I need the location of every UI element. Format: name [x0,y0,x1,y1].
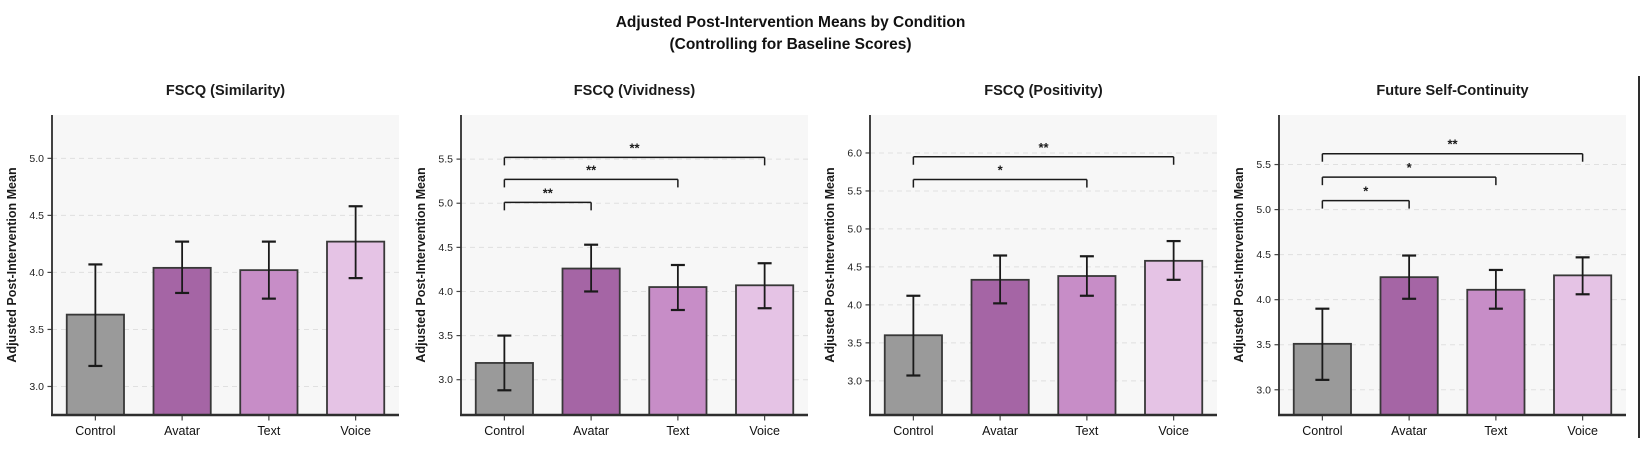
error-bar-voice [1166,239,1181,281]
chart-future-self-continuity: 3.03.54.04.55.05.5****Control Avatar Text V… [1232,83,1626,438]
x-category-label-control: Control [1302,424,1342,438]
y-tick-label: 5.5 [438,154,453,166]
x-category-label-avatar: Avatar [164,424,200,438]
y-tick-label: 3.0 [847,375,862,387]
subplot-fscq-vividness: 3.0 3.5 4.0 4.5 5.0 5.5 ** ** ** Control Avatar Tex… [411,68,820,476]
sig-label: ** [1038,140,1049,155]
subplot-fscq-similarity: 3.0 3.5 4.0 4.5 5.0 Control Avatar Text Voice FSC… [2,68,411,476]
error-bar-voice [1575,256,1590,296]
y-axis-label: Adjusted Post-Intervention Mean [414,167,428,362]
y-tick-label: 5.0 [29,153,44,165]
y-tick-label: 3.0 [438,374,453,386]
chart-fscq-similarity: 3.0 3.5 4.0 4.5 5.0 Control Avatar Text Voice FSC… [5,83,399,438]
bar-voice [1553,274,1613,416]
sig-bracket-control-voice: ** [503,140,766,166]
y-tick-label: 4.5 [1256,249,1271,261]
x-category-label-voice: Voice [340,424,371,438]
error-bar-text [261,240,276,300]
y-tick-label: 4.5 [847,261,862,273]
error-bar-control [88,263,103,368]
subplot-title: FSCQ (Positivity) [984,83,1103,99]
y-tick-label: 3.5 [438,330,453,342]
sig-label: ** [629,140,640,155]
y-tick-label: 6.0 [847,147,862,159]
error-bar-text [670,263,685,312]
y-axis-label: Adjusted Post-Intervention Mean [823,167,837,362]
y-tick-label: 4.5 [438,242,453,254]
bar-avatar [561,267,621,416]
subplot-fscq-positivity: 3.0 3.5 4.0 4.5 5.0 5.5 6.0 * ** Control Avatar Tex… [820,68,1229,476]
y-tick-label: 4.0 [29,267,44,279]
sig-bracket-control-avatar: * [1321,184,1410,209]
x-category-label-voice: Voice [1567,424,1598,438]
right-edge-line [1637,76,1640,438]
bar-text [1057,275,1117,416]
subplot-title: FSCQ (Similarity) [166,83,285,99]
y-tick-label: 5.0 [847,223,862,235]
error-bar-avatar [993,254,1008,305]
x-category-label-text: Text [257,424,280,438]
y-tick-label: 3.0 [1256,384,1271,396]
sig-bracket-control-voice: ** [912,140,1175,165]
y-tick-label: 4.0 [847,299,862,311]
y-tick-label: 4.5 [29,210,44,222]
subplot-title: FSCQ (Vividness) [574,83,696,99]
error-bar-voice [757,262,772,310]
x-category-label-avatar: Avatar [982,424,1018,438]
y-axis-label: Adjusted Post-Intervention Mean [5,167,19,362]
y-axis-label: Adjusted Post-Intervention Mean [1232,167,1246,362]
sig-label: * [1363,184,1369,199]
subplot-title: Future Self-Continuity [1376,83,1528,99]
y-tick-label: 3.5 [1256,339,1271,351]
sig-bracket-control-text: ** [503,162,679,188]
error-bar-control [1315,307,1330,381]
y-tick-label: 5.0 [1256,204,1271,216]
error-bar-voice [348,205,363,280]
x-category-label-voice: Voice [749,424,780,438]
error-bar-text [1488,268,1503,310]
figure-title-line2: (Controlling for Baseline Scores) [669,35,912,53]
x-category-label-avatar: Avatar [573,424,609,438]
error-bar-avatar [175,240,190,295]
x-category-label-text: Text [1075,424,1098,438]
chart-fscq-positivity: 3.03.54.04.55.05.56.0***Control Avatar Tex… [823,83,1217,438]
figure-title-line1: Adjusted Post-Intervention Means by Cond… [615,14,966,31]
y-tick-label: 3.0 [29,381,44,393]
error-bar-avatar [584,243,599,293]
subplot-future-self-continuity: 3.0 3.5 4.0 4.5 5.0 5.5 * * ** Control Avatar Text V… [1229,68,1638,476]
y-tick-label: 5.0 [438,198,453,210]
sig-label: * [1407,160,1413,175]
y-tick-label: 4.0 [438,286,453,298]
y-tick-label: 5.5 [847,185,862,197]
plots-row: 3.0 3.5 4.0 4.5 5.0 Control Avatar Text Voice FSC… [2,68,1638,476]
x-category-label-control: Control [484,424,524,438]
x-category-label-text: Text [1484,424,1507,438]
sig-bracket-control-text: * [912,163,1088,188]
figure-title: Adjusted Post-Intervention Means by Cond… [0,12,1581,55]
x-category-label-avatar: Avatar [1391,424,1427,438]
sig-label: * [998,163,1004,178]
x-category-label-text: Text [666,424,689,438]
error-bar-avatar [1402,254,1417,300]
sig-label: ** [586,162,597,177]
y-tick-label: 4.0 [1256,294,1271,306]
sig-label: ** [1447,137,1458,152]
chart-fscq-vividness: 3.0 3.5 4.0 4.5 5.0 5.5 ** ** ** Control Avatar Tex… [414,83,808,438]
sig-label: ** [543,185,554,200]
x-category-label-control: Control [75,424,115,438]
bar-voice [1144,259,1204,416]
y-tick-label: 3.5 [847,337,862,349]
x-category-label-voice: Voice [1158,424,1189,438]
y-tick-label: 3.5 [29,324,44,336]
x-category-label-control: Control [893,424,933,438]
y-tick-label: 5.5 [1256,159,1271,171]
sig-bracket-control-avatar: ** [503,185,592,211]
sig-bracket-control-voice: ** [1321,137,1584,162]
error-bar-text [1079,255,1094,297]
sig-bracket-control-text: * [1321,160,1497,186]
error-bar-control [906,294,921,377]
error-bar-control [497,334,512,392]
